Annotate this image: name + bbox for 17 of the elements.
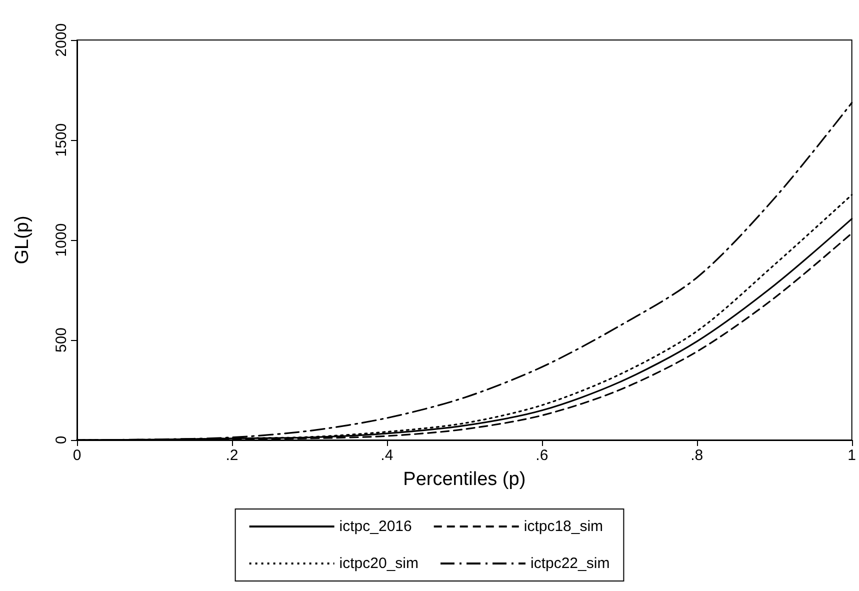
y-tick-label: 0 xyxy=(53,436,70,444)
x-tick-label: .8 xyxy=(690,447,704,464)
y-axis-title: GL(p) xyxy=(12,216,33,264)
x-tick-label: 1 xyxy=(848,447,856,464)
x-tick-label: .4 xyxy=(380,447,394,464)
y-tick-label: 1000 xyxy=(53,223,70,257)
x-tick-label: 0 xyxy=(72,447,82,464)
legend-label: ictpc22_sim xyxy=(530,555,610,572)
legend-label: ictpc18_sim xyxy=(524,518,604,535)
y-tick-label: 2000 xyxy=(53,23,70,57)
y-tick-label: 500 xyxy=(53,327,70,353)
x-tick-label: .6 xyxy=(536,447,548,464)
x-tick-label: .2 xyxy=(226,447,238,464)
legend-label: ictpc_2016 xyxy=(339,518,412,535)
y-tick-label: 1500 xyxy=(53,123,70,157)
legend-label: ictpc20_sim xyxy=(339,555,419,572)
x-axis-title: Percentiles (p) xyxy=(403,469,526,490)
